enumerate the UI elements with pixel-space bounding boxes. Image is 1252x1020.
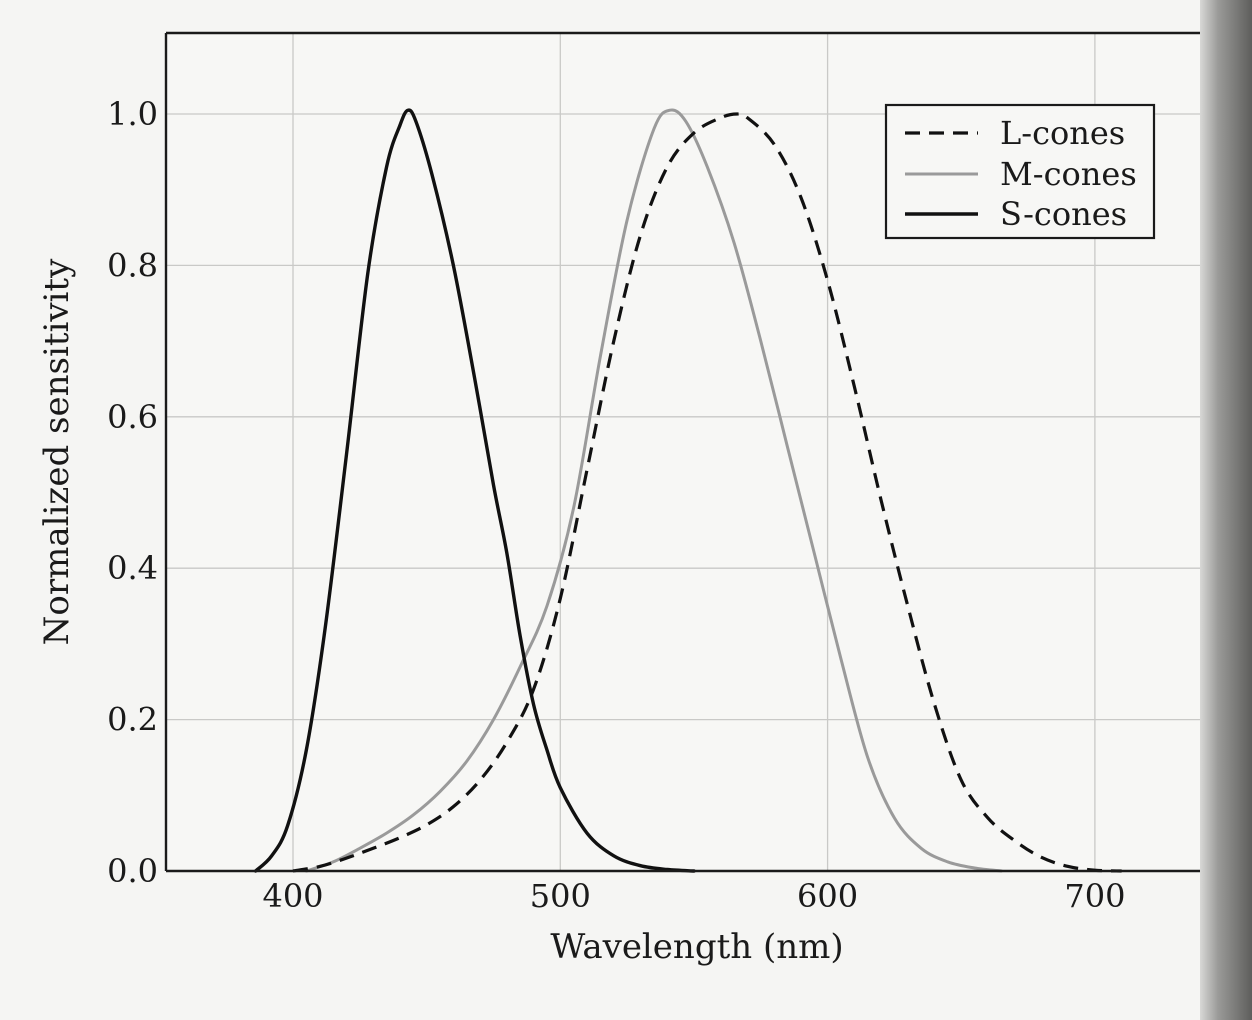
series-line-s-cones	[253, 108, 696, 873]
y-axis-title: Normalized sensitivity	[37, 258, 77, 645]
x-tick-labels: 400 500 600 700	[262, 877, 1125, 915]
y-tick-labels: 0.0 0.2 0.4 0.6 0.8 1.0	[107, 95, 158, 890]
legend-label-s-cones: S-cones	[1000, 195, 1127, 233]
x-axis-title: Wavelength (nm)	[550, 927, 843, 967]
y-tick-label-1.0: 1.0	[107, 95, 158, 133]
axes	[164, 31, 1208, 873]
legend-label-m-cones: M-cones	[1000, 155, 1137, 193]
legend-box	[884, 103, 1156, 240]
y-tick-label-0.2: 0.2	[107, 701, 158, 739]
x-tick-label-400: 400	[262, 877, 323, 915]
y-tick-label-0.4: 0.4	[107, 549, 158, 587]
series-line-m-cones	[304, 108, 1003, 873]
series-layer	[253, 108, 1122, 873]
x-tick-label-700: 700	[1064, 877, 1125, 915]
y-tick-label-0.0: 0.0	[107, 852, 158, 890]
y-tick-label-0.8: 0.8	[107, 246, 158, 284]
series-line-l-cones	[292, 112, 1122, 873]
x-tick-label-600: 600	[797, 877, 858, 915]
y-tick-label-0.6: 0.6	[107, 398, 158, 436]
x-tick-label-500: 500	[530, 877, 591, 915]
book-page-edge-shadow	[1200, 0, 1252, 1020]
legend-label-l-cones: L-cones	[1000, 114, 1125, 152]
